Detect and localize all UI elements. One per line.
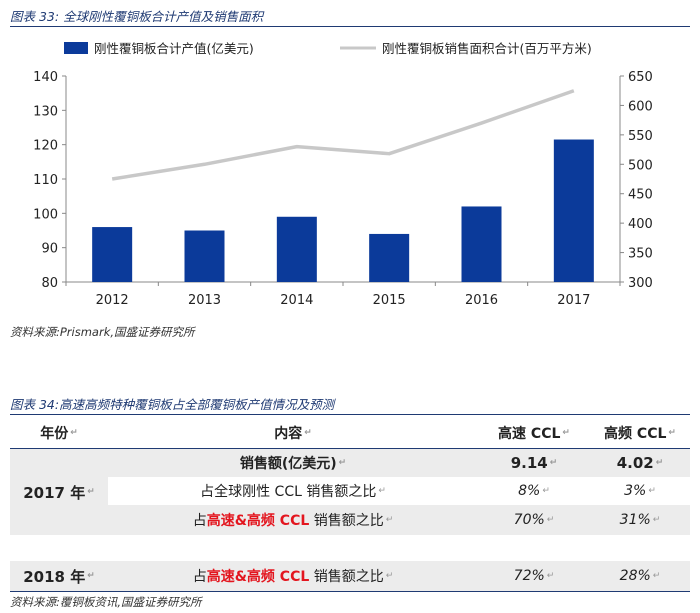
x-tick-label: 2016 (465, 293, 498, 308)
figure-33-source: 资料来源:Prismark,国盛证券研究所 (10, 325, 195, 339)
row-year-2018: 2018 年 ↵ (23, 567, 95, 586)
row-high-freq: 31% ↵ (619, 512, 661, 528)
right-tick-label: 650 (628, 70, 653, 85)
left-tick-label: 140 (33, 70, 58, 85)
figure-33-title: 图表 33: 全球刚性覆铜板合计产值及销售面积 (10, 9, 264, 24)
row-high-speed: 8% ↵ (518, 483, 550, 499)
header-content: 内容 ↵ (274, 426, 312, 442)
table-row: 销售额(亿美元) ↵ 9.14 ↵ 4.02 ↵ (10, 449, 690, 477)
bar-2015 (369, 233, 410, 282)
x-tick-label: 2017 (557, 293, 590, 308)
chart-legend: 刚性覆铜板合计产值(亿美元) 刚性覆铜板销售面积合计(百万平方米) (64, 41, 592, 56)
row-label: 占高速&高频 CCL 销售额之比 ↵ (192, 569, 394, 585)
figure-33-rule (10, 26, 690, 27)
row-label: 占高速&高频 CCL 销售额之比 ↵ (192, 513, 394, 529)
combo-chart: 刚性覆铜板合计产值(亿美元) 刚性覆铜板销售面积合计(百万平方米) 80 90 100… (33, 41, 653, 308)
left-tick-label: 90 (41, 242, 58, 257)
row-high-speed: 70% ↵ (513, 512, 555, 528)
left-tick-label: 100 (33, 207, 58, 222)
left-tick-label: 120 (33, 139, 58, 154)
row-high-speed: 9.14 ↵ (510, 454, 558, 472)
table-row: 2018 年 ↵ 占高速&高频 CCL 销售额之比 ↵ 72% ↵ 28% ↵ (10, 561, 690, 591)
figure-34-title: 图表 34:高速高频特种覆铜板占全部覆铜板产值情况及预测 (10, 397, 335, 412)
x-axis: 2012 2013 2014 2015 2016 2017 (65, 282, 621, 308)
table-row: 占全球刚性 CCL 销售额之比 ↵ 8% ↵ 3% ↵ (108, 477, 690, 505)
x-tick-label: 2012 (96, 293, 129, 308)
row-label: 销售额(亿美元) ↵ (239, 456, 347, 472)
right-tick-label: 550 (628, 129, 653, 144)
row-high-freq: 28% ↵ (619, 568, 661, 584)
bar-series (92, 139, 594, 282)
left-tick-label: 130 (33, 104, 58, 119)
bar-2016 (461, 206, 502, 282)
row-high-freq: 3% ↵ (624, 483, 656, 499)
bar-2014 (276, 216, 317, 282)
x-tick-label: 2014 (280, 293, 313, 308)
table-bottom-rule (10, 591, 690, 592)
legend-bar-label: 刚性覆铜板合计产值(亿美元) (94, 41, 254, 56)
figure-34-source: 资料来源:覆铜板资讯,国盛证券研究所 (10, 595, 202, 609)
line-series (111, 89, 575, 181)
right-axis: 300 350 400 450 500 550 600 650 (619, 70, 653, 291)
bar-2013 (184, 230, 225, 282)
right-tick-label: 600 (628, 99, 653, 114)
right-tick-label: 400 (628, 217, 653, 232)
row-year-2017: 2017 年 ↵ (23, 483, 95, 502)
right-tick-label: 500 (628, 158, 653, 173)
legend-line-label: 刚性覆铜板销售面积合计(百万平方米) (382, 41, 592, 56)
header-high-speed: 高速 CCL ↵ (498, 426, 570, 442)
table-header: 年份 ↵ 内容 ↵ 高速 CCL ↵ 高频 CCL ↵ (10, 418, 690, 449)
bar-2017 (553, 139, 594, 282)
figure-34-rule (10, 414, 690, 415)
row-high-speed: 72% ↵ (513, 568, 555, 584)
right-tick-label: 300 (628, 276, 653, 291)
x-tick-label: 2015 (373, 293, 406, 308)
right-tick-label: 450 (628, 188, 653, 203)
x-tick-label: 2013 (188, 293, 221, 308)
row-high-freq: 4.02 ↵ (616, 454, 664, 472)
left-tick-label: 110 (33, 173, 58, 188)
right-tick-label: 350 (628, 247, 653, 262)
line-sales-area (111, 89, 575, 181)
bar-2012 (92, 227, 133, 282)
left-tick-label: 80 (41, 276, 58, 291)
header-year: 年份 ↵ (40, 426, 78, 442)
header-high-freq: 高频 CCL ↵ (604, 426, 676, 442)
legend-bar-swatch (64, 42, 88, 54)
table-row: 占高速&高频 CCL 销售额之比 ↵ 70% ↵ 31% ↵ (10, 505, 690, 535)
row-label: 占全球刚性 CCL 销售额之比 ↵ (200, 484, 386, 500)
